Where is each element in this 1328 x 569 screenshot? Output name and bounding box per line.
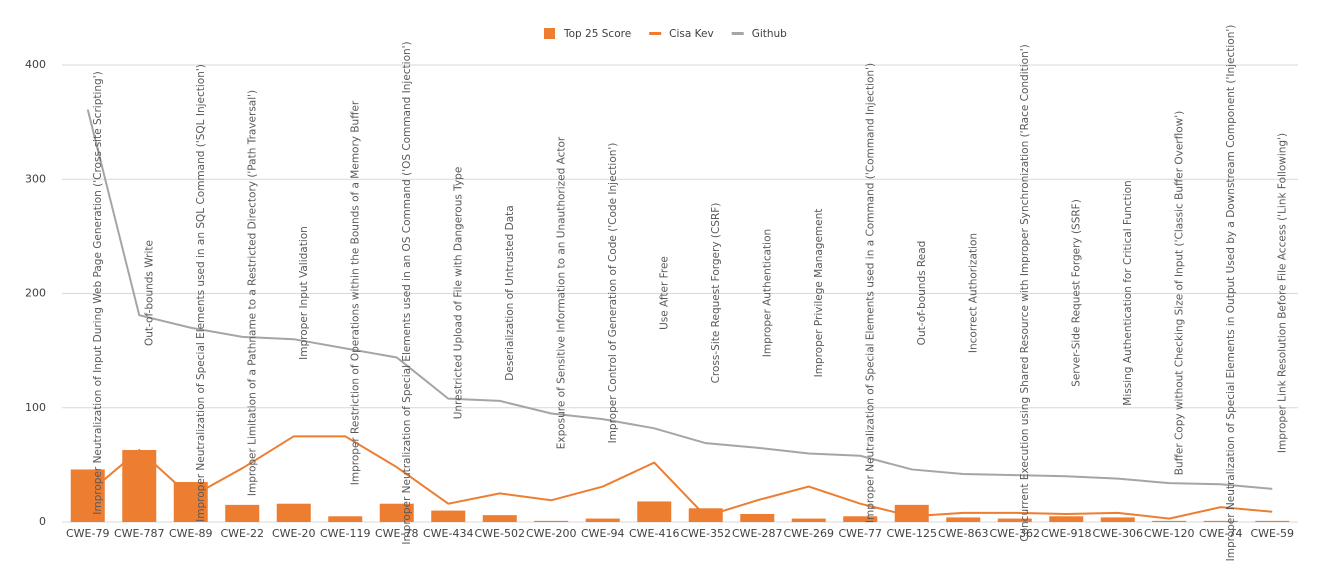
bar (997, 518, 1032, 522)
legend: Top 25 Score Cisa Kev Github (544, 28, 787, 40)
x-tick-label: CWE-200 (526, 527, 576, 540)
category-description: Buffer Copy without Checking Size of Inp… (1173, 111, 1185, 475)
legend-label: Top 25 Score (563, 28, 631, 40)
x-tick-label: CWE-77 (839, 527, 882, 540)
category-description: Cross-Site Request Forgery (CSRF) (710, 203, 722, 384)
category-description: Improper Input Validation (298, 226, 310, 360)
bar (1049, 516, 1084, 522)
y-tick-label: 300 (25, 172, 46, 185)
y-tick-label: 0 (39, 515, 46, 528)
x-tick-label: CWE-119 (320, 527, 370, 540)
bar (431, 510, 466, 522)
category-description: Out-of-bounds Read (916, 241, 928, 346)
category-description: Improper Neutralization of Special Eleme… (195, 64, 207, 522)
x-tick-label: CWE-434 (423, 527, 473, 540)
x-tick-label: CWE-863 (938, 527, 988, 540)
x-tick-label: CWE-78 (375, 527, 418, 540)
category-description: Exposure of Sensitive Information to an … (555, 136, 567, 449)
x-tick-label: CWE-287 (732, 527, 782, 540)
x-tick-label: CWE-502 (475, 527, 525, 540)
x-tick-label: CWE-416 (629, 527, 679, 540)
category-description: Improper Neutralization of Input During … (92, 71, 104, 514)
line (86, 109, 1273, 490)
bar (740, 514, 775, 522)
bar (379, 503, 414, 522)
bar (173, 482, 208, 522)
category-description: Incorrect Authorization (967, 233, 979, 353)
category-description: Improper Restriction of Operations withi… (349, 100, 361, 485)
x-tick-label: CWE-306 (1093, 527, 1143, 540)
bar (843, 516, 878, 522)
x-tick-label: CWE-89 (169, 527, 212, 540)
x-tick-label: CWE-59 (1251, 527, 1294, 540)
y-tick-label: 100 (25, 401, 46, 414)
category-description: Improper Neutralization of Special Eleme… (1225, 25, 1237, 562)
legend-label: Cisa Kev (669, 28, 714, 40)
bar (534, 520, 569, 522)
x-tick-label: CWE-120 (1144, 527, 1194, 540)
category-description: Improper Control of Generation of Code (… (607, 143, 619, 444)
y-tick-label: 200 (25, 287, 46, 300)
bar (1255, 520, 1290, 522)
x-tick-label: CWE-79 (66, 527, 109, 540)
bar (1100, 517, 1135, 522)
x-tick-label: CWE-20 (272, 527, 315, 540)
x-tick-label: CWE-918 (1041, 527, 1091, 540)
x-tick-label: CWE-269 (784, 527, 834, 540)
bar (1203, 520, 1238, 522)
bar (328, 516, 363, 522)
line (87, 435, 1273, 520)
bar (946, 517, 981, 522)
bar (225, 504, 260, 522)
bar (482, 515, 517, 522)
x-tick-label: CWE-352 (681, 527, 731, 540)
bar (1152, 520, 1187, 522)
category-description: Deserialization of Untrusted Data (504, 205, 516, 380)
x-tick-label: CWE-787 (114, 527, 164, 540)
category-description: Improper Neutralization of Special Eleme… (864, 63, 876, 523)
category-description: Concurrent Execution using Shared Resour… (1019, 44, 1031, 541)
x-tick-label: CWE-125 (887, 527, 937, 540)
category-description: Missing Authentication for Critical Func… (1122, 180, 1134, 405)
bar (894, 504, 929, 522)
category-description: Server-Side Request Forgery (SSRF) (1070, 199, 1082, 387)
x-tick-label: CWE-74 (1199, 527, 1242, 540)
bar (637, 501, 672, 522)
category-description: Unrestricted Upload of File with Dangero… (452, 167, 464, 420)
x-tick-label: CWE-94 (581, 527, 624, 540)
y-tick-label: 400 (25, 58, 46, 71)
bar (122, 450, 157, 522)
category-description: Use After Free (658, 256, 670, 330)
category-description: Improper Privilege Management (813, 209, 825, 378)
bar (585, 518, 620, 522)
x-tick-label: CWE-362 (990, 527, 1040, 540)
x-tick-label: CWE-22 (221, 527, 264, 540)
category-description: Improper Authentication (761, 229, 773, 357)
category-description: Out-of-bounds Write (143, 240, 155, 346)
bar (70, 469, 105, 522)
category-description: Improper Limitation of a Pathname to a R… (246, 90, 258, 496)
legend-label: Github (752, 28, 787, 40)
category-description: Improper Neutralization of Special Eleme… (401, 41, 413, 544)
bar (791, 518, 826, 522)
bar (276, 503, 311, 522)
legend-swatch (544, 28, 555, 39)
category-description: Improper Link Resolution Before File Acc… (1276, 133, 1288, 453)
